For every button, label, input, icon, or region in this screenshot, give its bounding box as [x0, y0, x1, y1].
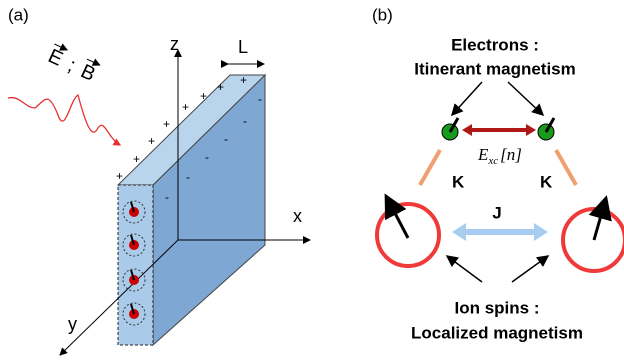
figure: (a) E ; B z x y L + + + + + + + + - - - … [0, 0, 624, 363]
plus: + [163, 117, 170, 131]
field-label: E ; B [45, 44, 100, 86]
coupling-j: J [492, 203, 501, 222]
ions-subtitle: Localized magnetism [411, 323, 583, 342]
plus: + [240, 73, 247, 87]
electron [538, 118, 554, 140]
field-sep: ; [65, 54, 79, 76]
arrow [447, 256, 482, 282]
coupling-k: K [540, 172, 553, 191]
coupling-arrow [556, 150, 576, 185]
thickness-label: L [238, 37, 248, 57]
minus: - [205, 150, 209, 164]
minus: - [258, 92, 262, 106]
minus: - [186, 170, 190, 184]
em-wave [8, 95, 120, 145]
panel-label: (b) [372, 5, 393, 24]
ions-title: Ion spins : [455, 298, 540, 317]
minus: - [243, 114, 247, 128]
ion-spin [377, 196, 439, 266]
field-e: E [45, 45, 66, 71]
exchange-subscript: xc [487, 155, 498, 167]
plus: + [182, 100, 189, 114]
arrow [512, 256, 548, 282]
coupling-k: K [452, 172, 465, 191]
arrow [452, 82, 482, 115]
axis-label: x [293, 206, 302, 226]
electron [442, 118, 458, 140]
field-b: B [77, 60, 98, 86]
plus: + [116, 169, 123, 183]
exchange-argument: [n] [500, 145, 522, 164]
exchange-symbol: E [477, 145, 489, 164]
axis-label: y [68, 314, 77, 334]
ion-spin [563, 198, 624, 271]
coupling-arrow [420, 150, 440, 185]
plus: + [217, 80, 224, 94]
electrons-title: Electrons : [451, 35, 539, 54]
plus: + [133, 152, 140, 166]
axis-label: z [170, 34, 179, 54]
arrow [508, 82, 543, 115]
plus: + [200, 89, 207, 103]
plus: + [148, 134, 155, 148]
panel-label: (a) [8, 5, 29, 24]
minus: - [165, 190, 169, 204]
electrons-subtitle: Itinerant magnetism [414, 59, 576, 78]
minus: - [224, 132, 228, 146]
exchange-label: Exc[n] [477, 145, 522, 167]
